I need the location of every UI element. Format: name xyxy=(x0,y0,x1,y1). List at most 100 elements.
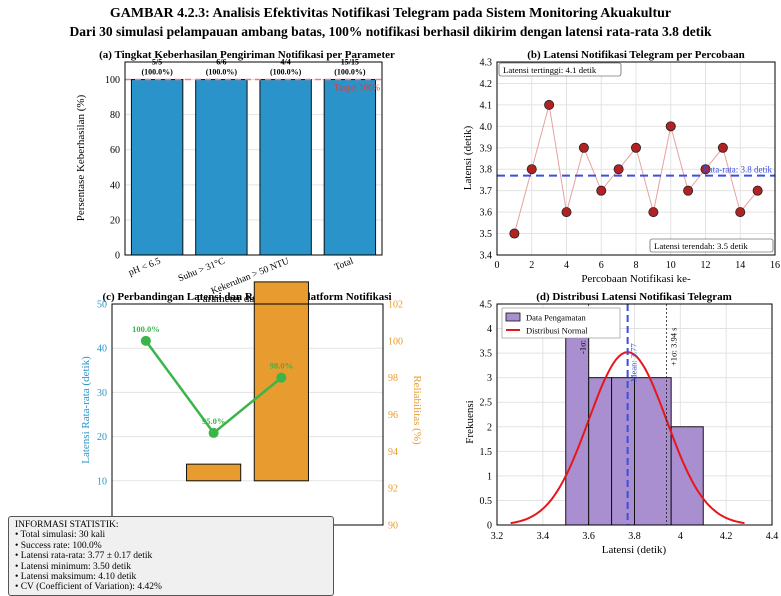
stats-title: INFORMASI STATISTIK: xyxy=(15,520,119,530)
x-tick-label: 3.6 xyxy=(582,531,595,542)
panel-d: (d) Distribusi Latensi Notifikasi Telegr… xyxy=(464,291,778,556)
latency-point xyxy=(509,228,520,239)
x-tick-label: 2 xyxy=(529,260,534,271)
y-tick-label: 60 xyxy=(110,145,120,156)
reliability-point xyxy=(140,335,151,346)
y-tick-label: 0 xyxy=(487,521,492,532)
latency-point xyxy=(683,185,694,196)
x-tick-label: 10 xyxy=(666,260,676,271)
note-box xyxy=(649,238,774,253)
panel-b-xlabel: Percobaan Notifikasi ke- xyxy=(581,273,691,285)
legend-entry: Data Pengamatan xyxy=(526,313,586,323)
histogram-bar xyxy=(634,377,672,526)
latency-point xyxy=(717,142,728,153)
panel-b: (b) Latensi Notifikasi Telegram per Perc… xyxy=(462,49,780,285)
y-tick-label: 3.5 xyxy=(480,229,493,240)
x-tick-label: Suhu > 31°C xyxy=(177,256,227,285)
y-tick-label: 0 xyxy=(115,251,120,262)
x-tick-label: Total xyxy=(333,256,355,273)
y2-tick-label: 98 xyxy=(388,373,398,384)
panel-d-ylabel: Frekuensi xyxy=(464,400,476,443)
panel-c-y2label: Reliabilitas (%) xyxy=(411,375,423,445)
x-tick-label: 16 xyxy=(770,260,780,271)
latency-point xyxy=(665,121,676,132)
y-tick-label: 4.1 xyxy=(480,100,493,111)
panel-c: (c) Perbandingan Latensi dan Reliabilita… xyxy=(80,281,423,532)
y-tick-label: 40 xyxy=(110,180,120,191)
y-tick-label: 0.5 xyxy=(480,496,493,507)
stats-line: • Total simulasi: 30 kali xyxy=(15,530,106,541)
latency-point xyxy=(578,142,589,153)
y-tick-label: 4.5 xyxy=(480,300,493,311)
latency-point xyxy=(752,185,763,196)
y-tick-label: 10 xyxy=(97,476,107,487)
bar-percent-label: (100.0%) xyxy=(141,68,173,77)
histogram-bar xyxy=(611,377,635,526)
stats-line: • Latensi rata-rata: 3.77 ± 0.17 detik xyxy=(15,551,153,562)
stats-line: • CV (Coefficient of Variation): 4.42% xyxy=(15,582,162,593)
figure-subtitle: Dari 30 simulasi pelampauan ambang batas… xyxy=(69,24,712,39)
x-tick-label: 4 xyxy=(564,260,569,271)
y-tick-label: 2 xyxy=(487,422,492,433)
latency-bar xyxy=(186,463,242,482)
reliability-label: 100.0% xyxy=(132,324,160,334)
y-tick-label: 2.5 xyxy=(480,398,493,409)
success-bar xyxy=(195,79,248,256)
y-tick-label: 3.9 xyxy=(480,143,493,154)
y-tick-label: 1 xyxy=(487,471,492,482)
y-tick-label: 100 xyxy=(105,75,120,86)
bar-percent-label: (100.0%) xyxy=(206,68,238,77)
latency-point xyxy=(631,142,642,153)
x-tick-label: 3.2 xyxy=(491,531,504,542)
y2-tick-label: 90 xyxy=(388,521,398,532)
y-tick-label: 20 xyxy=(110,215,120,226)
y-tick-label: 3.4 xyxy=(480,251,493,262)
panel-d-xlabel: Latensi (detik) xyxy=(602,544,667,556)
y-tick-label: 4.0 xyxy=(480,122,493,133)
y2-tick-label: 100 xyxy=(388,336,403,347)
panel-a-title: (a) Tingkat Keberhasilan Pengiriman Noti… xyxy=(99,49,395,61)
x-tick-label: 14 xyxy=(735,260,745,271)
y-tick-label: 20 xyxy=(97,432,107,443)
latency-point xyxy=(735,207,746,218)
y2-tick-label: 102 xyxy=(388,300,403,311)
y-tick-label: 3.5 xyxy=(480,349,493,360)
latency-point xyxy=(648,207,659,218)
panel-b-ylabel: Latensi (detik) xyxy=(462,125,474,190)
statistics-info-box: INFORMASI STATISTIK: • Total simulasi: 3… xyxy=(8,516,334,596)
x-tick-label: 4.2 xyxy=(720,531,733,542)
panel-b-title: (b) Latensi Notifikasi Telegram per Perc… xyxy=(527,49,744,61)
target-label: Target 100% xyxy=(334,83,380,93)
y-tick-label: 80 xyxy=(110,110,120,121)
legend-entry: Distribusi Normal xyxy=(526,326,588,336)
x-tick-label: 4 xyxy=(678,531,683,542)
axes-frame xyxy=(496,303,773,526)
latency-point xyxy=(700,164,711,175)
panel-c-title: (c) Perbandingan Latensi dan Reliabilita… xyxy=(102,291,391,303)
panel-a-ylabel: Persentase Keberhasilan (%) xyxy=(75,94,87,221)
latency-point xyxy=(544,99,555,110)
mean-label: Rata-rata: 3.8 detik xyxy=(703,165,773,175)
success-bar xyxy=(259,79,312,256)
x-tick-label: pH < 6.5 xyxy=(127,256,162,278)
latency-point xyxy=(526,164,537,175)
y-tick-label: 3.8 xyxy=(480,165,493,176)
y-tick-label: 3 xyxy=(487,373,492,384)
plus-sigma-label: +1σ: 3.94 s xyxy=(669,328,679,366)
y2-tick-label: 94 xyxy=(388,447,398,458)
max-latency-note: Latensi tertinggi: 4.1 detik xyxy=(503,65,597,75)
min-latency-note: Latensi terendah: 3.5 detik xyxy=(654,241,748,251)
y2-tick-label: 96 xyxy=(388,410,398,421)
x-tick-label: 0 xyxy=(495,260,500,271)
y-tick-label: 40 xyxy=(97,344,107,355)
reliability-point xyxy=(276,372,287,383)
y-tick-label: 50 xyxy=(97,300,107,311)
latency-point xyxy=(596,185,607,196)
success-bar xyxy=(130,79,184,256)
y-tick-label: 3.7 xyxy=(480,186,493,197)
axes-frame xyxy=(111,303,384,526)
y-tick-label: 3.6 xyxy=(480,208,493,219)
y-tick-label: 1.5 xyxy=(480,447,493,458)
